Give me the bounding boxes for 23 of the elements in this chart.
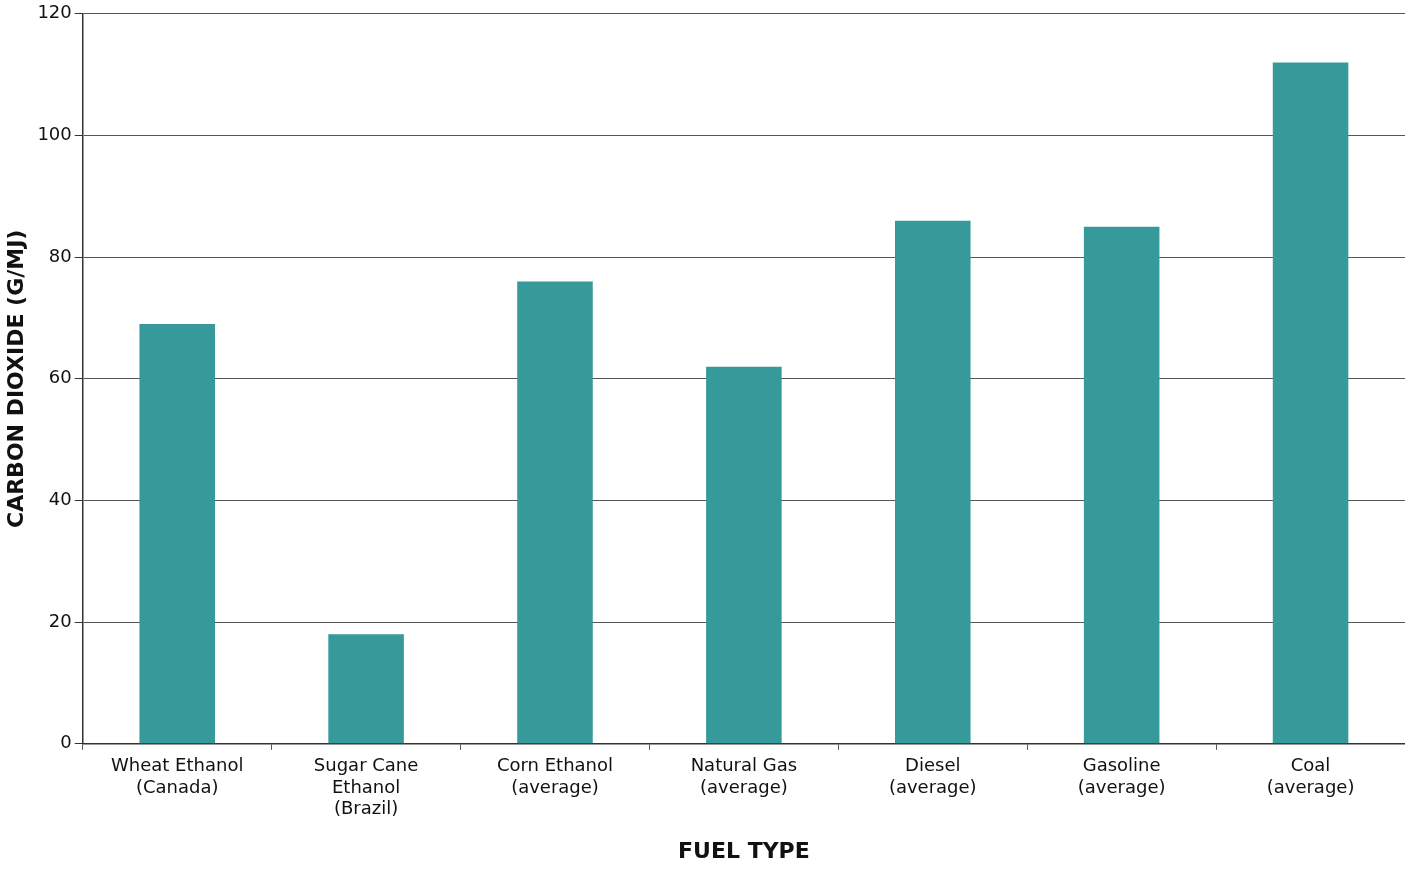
x-tick-label: Coal (average)	[1266, 754, 1355, 797]
bar	[1272, 62, 1349, 744]
y-tick-label: 60	[48, 366, 72, 388]
bar	[706, 366, 782, 744]
y-tick-label: 0	[60, 731, 72, 753]
bar	[517, 281, 593, 744]
x-tick-label: Natural Gas (average)	[690, 754, 798, 797]
bar	[1083, 226, 1160, 744]
y-tick-label: 120	[37, 1, 72, 23]
y-tick-label: 100	[37, 123, 72, 145]
x-tick-label: Diesel (average)	[888, 754, 977, 797]
y-tick-label: 80	[48, 244, 72, 266]
bar	[328, 634, 404, 744]
x-tick-label: Gasoline (average)	[1077, 754, 1166, 797]
x-axis-title: FUEL TYPE	[678, 837, 810, 863]
x-tick-label: Corn Ethanol (average)	[496, 754, 614, 797]
y-tick-label: 40	[48, 488, 72, 510]
bar	[894, 220, 971, 744]
y-axis-title: CARBON DIOXIDE (G/MJ)	[2, 229, 28, 528]
x-tick-label: Wheat Ethanol (Canada)	[111, 754, 244, 797]
bar	[139, 324, 215, 744]
x-tick-label: Sugar Cane Ethanol (Brazil)	[313, 754, 419, 819]
y-tick-label: 20	[48, 609, 72, 631]
